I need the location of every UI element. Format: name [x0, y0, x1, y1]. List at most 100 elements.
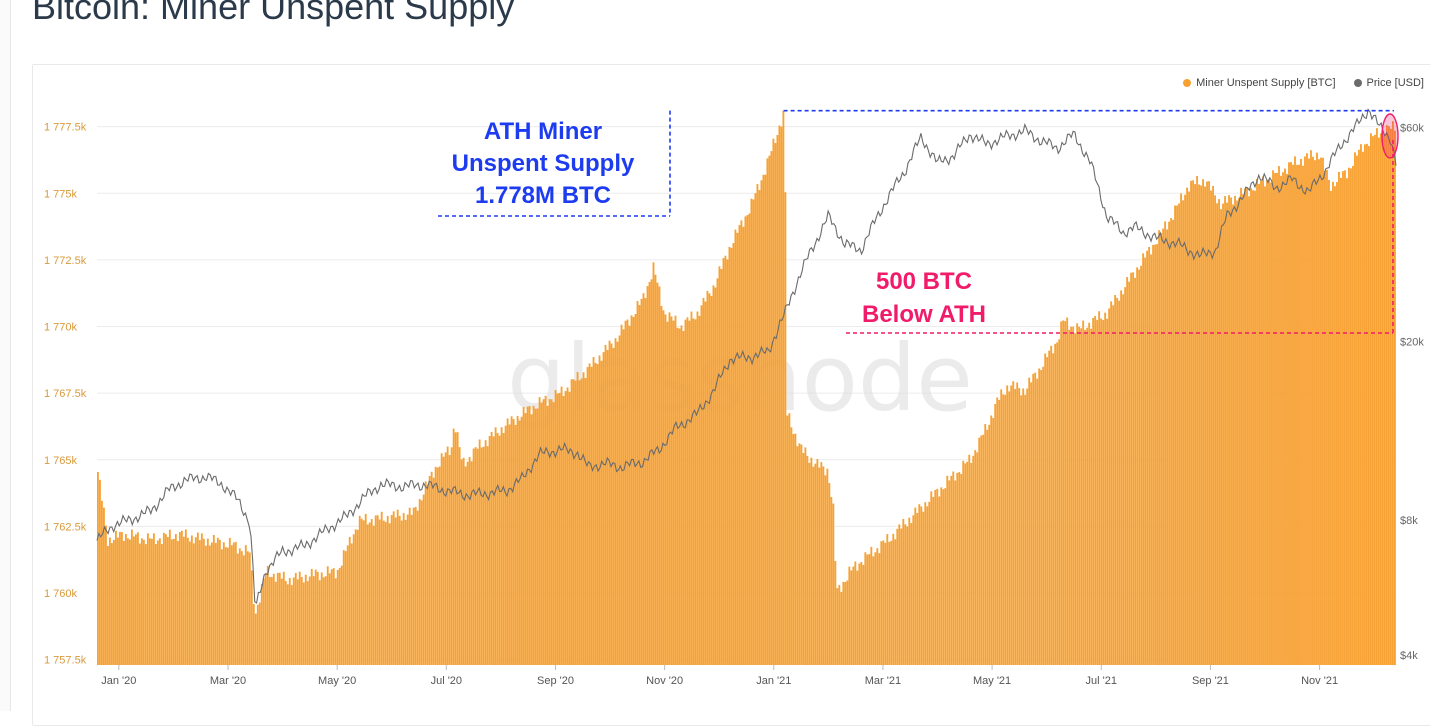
supply-bar	[250, 570, 253, 665]
supply-bar	[190, 535, 193, 665]
supply-bar	[330, 569, 333, 665]
supply-bar	[316, 571, 319, 665]
supply-bar	[900, 528, 903, 665]
supply-bar	[114, 530, 117, 665]
supply-bar	[1072, 326, 1075, 665]
legend-item-supply[interactable]: Miner Unspent Supply [BTC]	[1183, 77, 1336, 89]
x-tick-label: Sep '20	[537, 675, 574, 687]
supply-bar	[368, 522, 371, 665]
supply-bar	[1358, 149, 1360, 666]
supply-bar	[192, 543, 195, 665]
supply-bar	[196, 532, 199, 665]
x-tick-label: Nov '21	[1301, 675, 1338, 687]
supply-bar	[248, 552, 251, 665]
supply-bar	[328, 573, 331, 665]
supply-bar	[884, 542, 887, 665]
supply-bar	[344, 551, 347, 665]
supply-bar	[818, 467, 821, 665]
supply-bar	[286, 584, 289, 665]
supply-bar	[1002, 394, 1005, 665]
supply-bar	[186, 537, 189, 665]
supply-bar	[482, 446, 485, 665]
supply-bar	[1186, 187, 1188, 665]
supply-bar	[366, 524, 369, 665]
supply-bar	[858, 563, 861, 665]
supply-bar	[628, 325, 631, 665]
supply-bar	[514, 424, 517, 665]
x-tick-label: Jan '20	[101, 675, 136, 687]
supply-bar	[198, 540, 201, 665]
supply-bar	[624, 320, 627, 665]
supply-bar	[988, 424, 991, 665]
supply-bar	[552, 402, 555, 665]
supply-bar	[256, 604, 259, 665]
supply-bar	[1184, 194, 1186, 666]
supply-bar	[732, 243, 735, 665]
supply-bar	[940, 487, 943, 665]
supply-bar	[1054, 343, 1057, 665]
supply-bar	[776, 135, 779, 665]
y-left-tick-label: 1 777.5k	[44, 122, 87, 134]
legend-item-price[interactable]: Price [USD]	[1353, 77, 1424, 89]
supply-bar	[752, 199, 755, 665]
supply-bar	[1138, 269, 1141, 665]
supply-bar	[702, 297, 705, 665]
supply-bar	[516, 415, 519, 665]
supply-bar	[908, 517, 911, 665]
supply-bar	[1240, 187, 1242, 665]
supply-bar	[1004, 394, 1007, 665]
supply-bar	[1330, 190, 1332, 666]
supply-bar	[750, 198, 753, 665]
supply-bar	[810, 457, 813, 665]
supply-bar	[1274, 172, 1276, 666]
supply-bar	[996, 397, 999, 665]
legend-label-price: Price [USD]	[1366, 77, 1424, 89]
supply-bar	[548, 399, 551, 665]
supply-bar	[1256, 178, 1258, 665]
supply-bar	[1362, 151, 1364, 665]
supply-bar	[1094, 316, 1097, 665]
supply-bar	[676, 327, 679, 665]
supply-bar	[658, 286, 661, 665]
supply-bar	[786, 415, 789, 665]
supply-bar	[998, 399, 1001, 665]
supply-bar	[238, 548, 241, 665]
supply-bar	[1266, 180, 1268, 665]
supply-bar	[926, 506, 929, 665]
supply-bar	[682, 330, 685, 665]
supply-bar	[554, 390, 557, 665]
supply-bar	[640, 298, 643, 665]
supply-bar	[210, 542, 213, 665]
supply-bar	[162, 532, 165, 665]
supply-bar	[1020, 395, 1023, 665]
supply-bar	[108, 537, 111, 665]
supply-bar	[1000, 389, 1003, 665]
supply-bar	[1324, 170, 1326, 665]
supply-bar	[1148, 247, 1151, 665]
supply-bar	[1012, 381, 1015, 665]
supply-bar	[562, 395, 565, 665]
supply-bar	[1140, 265, 1143, 665]
supply-bar	[746, 215, 749, 665]
supply-bar	[1086, 327, 1089, 665]
supply-bar	[1318, 159, 1320, 665]
supply-bar	[1366, 143, 1368, 666]
supply-bar	[1232, 204, 1234, 666]
supply-bar	[1300, 158, 1302, 665]
supply-bar	[1194, 184, 1196, 665]
supply-bar	[1354, 152, 1356, 665]
supply-bar	[1286, 173, 1288, 665]
x-tick-label: Mar '21	[865, 675, 901, 687]
supply-bar	[1046, 357, 1049, 665]
supply-bar	[158, 538, 161, 665]
supply-bar	[686, 317, 689, 665]
supply-bar	[260, 583, 263, 665]
supply-bar	[582, 372, 585, 665]
supply-bar	[216, 537, 219, 665]
supply-bar	[1326, 169, 1328, 665]
supply-bar	[1168, 221, 1171, 665]
supply-bar	[170, 539, 173, 665]
supply-bar	[376, 515, 379, 665]
supply-bar	[1210, 190, 1212, 665]
supply-bar	[476, 448, 479, 665]
